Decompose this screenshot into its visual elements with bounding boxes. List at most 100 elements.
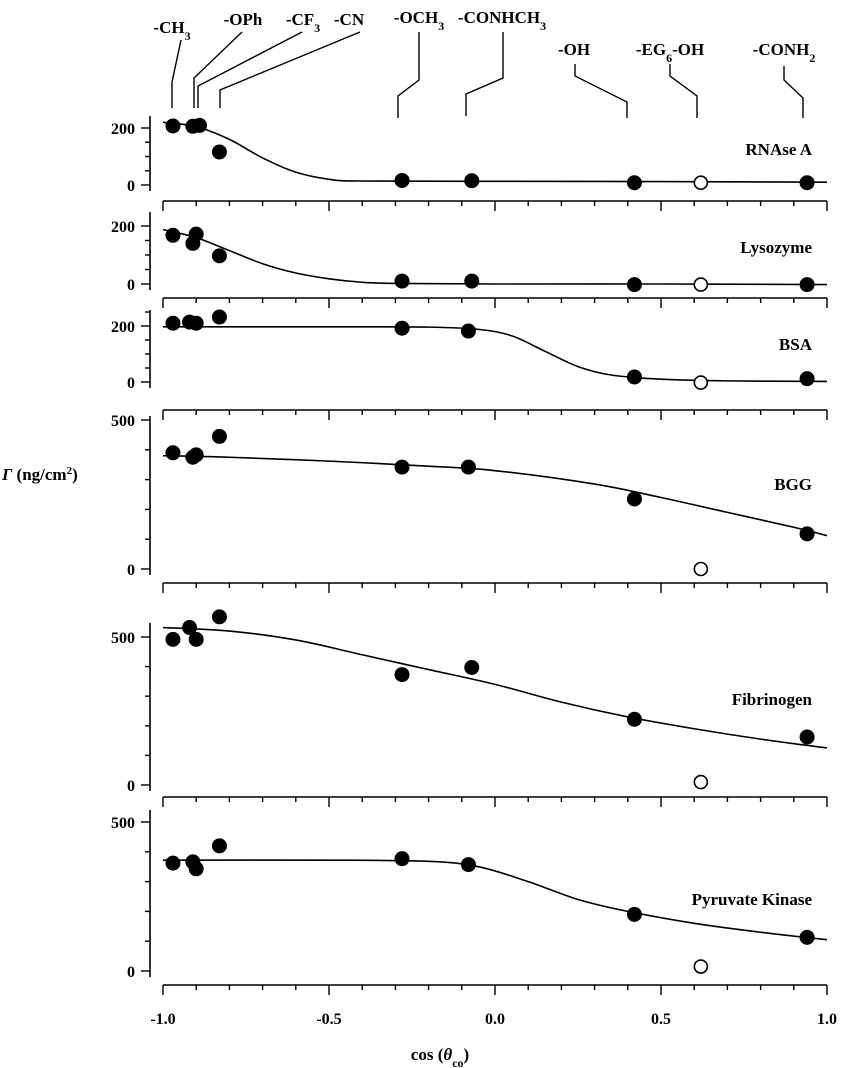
data-point <box>799 729 815 745</box>
leader-line <box>669 64 698 118</box>
data-point <box>188 861 204 877</box>
data-point <box>165 631 181 647</box>
data-point <box>799 929 815 945</box>
data-point <box>211 144 227 160</box>
leader-line <box>197 31 303 108</box>
y-tick-label: 500 <box>111 630 135 647</box>
surface-group-label: -CH3 <box>153 18 190 43</box>
fit-curve <box>162 454 828 537</box>
data-point <box>799 371 815 387</box>
open-data-point <box>693 959 709 974</box>
y-tick-label: 200 <box>111 219 135 236</box>
panel-bgg: 0 500 BGG <box>111 413 828 593</box>
open-data-point <box>693 375 709 390</box>
x-axis: -1.0 -0.5 0.0 0.5 1.0 <box>150 1011 837 1028</box>
leader-line <box>397 32 420 118</box>
data-point <box>165 315 181 331</box>
data-point <box>182 620 198 636</box>
x-tick-label: 1.0 <box>817 1011 837 1028</box>
data-point <box>626 711 642 727</box>
leader-line <box>574 64 628 118</box>
panel-label: BGG <box>774 475 812 494</box>
y-axis-title: Γ (ng/cm2) <box>1 465 78 484</box>
data-point <box>211 248 227 264</box>
data-point <box>211 838 227 854</box>
panel-label: BSA <box>779 335 813 354</box>
surface-group-label: -CN <box>334 10 365 29</box>
data-point <box>165 227 181 243</box>
fit-curve <box>162 859 828 941</box>
y-tick-label: 200 <box>111 121 135 138</box>
surface-group-labels: -CH3 -OPh -CF3 -CN -OCH3 -CONHCH3 -OH -EG6-OH -C… <box>153 8 815 118</box>
data-point <box>188 447 204 463</box>
data-point <box>626 175 642 191</box>
data-point <box>211 428 227 444</box>
panels: 0 200 RNAse A 0 200 Lysozyme 0 200 BSA 0 500 BGG 0 50… <box>111 116 828 995</box>
data-point <box>165 118 181 134</box>
data-point <box>464 659 480 675</box>
surface-group-label: -EG6-OH <box>636 40 704 65</box>
data-point <box>211 309 227 325</box>
data-point <box>394 667 410 683</box>
data-point <box>165 445 181 461</box>
data-point <box>165 855 181 871</box>
y-tick-label: 0 <box>127 562 135 579</box>
y-tick-label: 0 <box>127 964 135 981</box>
x-tick-label: -1.0 <box>150 1011 175 1028</box>
panel-label: Fibrinogen <box>732 690 813 709</box>
surface-group-label: -OCH3 <box>394 8 444 33</box>
x-axis-title: cos (θco) <box>411 1045 469 1068</box>
data-point <box>211 609 227 625</box>
data-point <box>460 459 476 475</box>
panel-label: RNAse A <box>745 140 812 159</box>
y-tick-label: 200 <box>111 319 135 336</box>
surface-group-label: -OH <box>558 40 590 59</box>
data-point <box>799 175 815 191</box>
data-point <box>188 631 204 647</box>
open-data-point <box>693 774 709 790</box>
data-point <box>626 906 642 922</box>
data-point <box>394 172 410 188</box>
data-point <box>460 857 476 873</box>
panel-label: Lysozyme <box>740 238 812 257</box>
data-point <box>464 173 480 189</box>
open-data-point <box>693 561 709 577</box>
data-point <box>394 459 410 475</box>
y-tick-label: 0 <box>127 277 135 294</box>
data-point <box>626 491 642 507</box>
panel-pyruvate-kinase: 0 500 Pyruvate Kinase <box>111 810 828 995</box>
leader-line <box>171 39 182 108</box>
data-point <box>799 526 815 542</box>
x-tick-label: -0.5 <box>316 1011 341 1028</box>
panel-fibrinogen: 0 500 Fibrinogen <box>111 609 828 807</box>
data-point <box>394 851 410 867</box>
fit-curve <box>162 626 828 749</box>
leader-line <box>783 66 804 118</box>
panel-label: Pyruvate Kinase <box>692 890 813 909</box>
open-data-point <box>693 277 709 292</box>
leader-line <box>219 31 361 108</box>
panel-lysozyme: 0 200 Lysozyme <box>111 212 828 308</box>
x-tick-label: 0.5 <box>651 1011 671 1028</box>
leader-line <box>193 31 243 108</box>
leader-line <box>465 32 504 116</box>
y-tick-label: 0 <box>127 778 135 795</box>
data-point <box>626 369 642 385</box>
surface-group-label: -OPh <box>224 10 263 29</box>
y-tick-label: 0 <box>127 178 135 195</box>
fit-curve <box>162 121 828 183</box>
data-point <box>464 273 480 289</box>
data-point <box>394 273 410 289</box>
fit-curve <box>162 228 828 286</box>
surface-group-label: -CF3 <box>286 10 320 35</box>
open-data-point <box>693 175 709 191</box>
y-tick-label: 0 <box>127 375 135 392</box>
data-point <box>626 277 642 293</box>
data-point <box>192 117 208 133</box>
data-point <box>460 323 476 339</box>
surface-group-label: -CONHCH3 <box>458 8 546 33</box>
surface-group-label: -CONH2 <box>753 40 816 65</box>
panel-rnase-a: 0 200 RNAse A <box>111 116 828 211</box>
data-point <box>394 320 410 336</box>
